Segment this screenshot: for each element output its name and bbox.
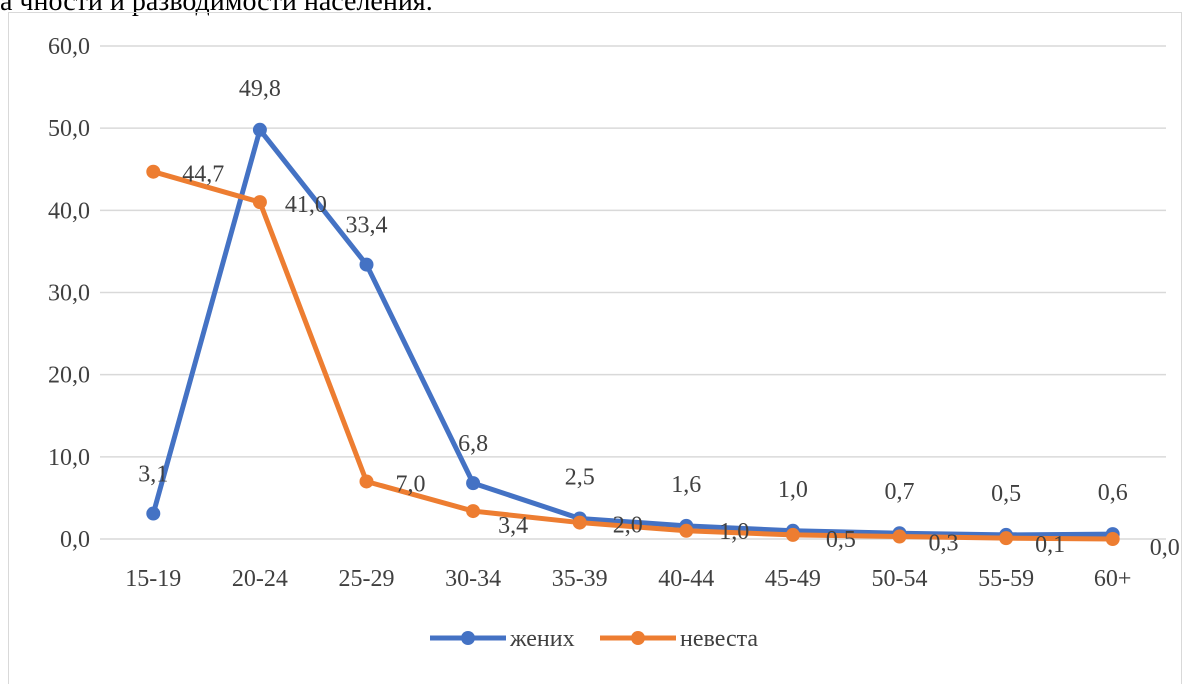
data-point [785,527,800,542]
y-tick-label: 60,0 [48,34,90,60]
x-tick-label: 20-24 [232,566,288,592]
data-label: 2,0 [613,513,643,539]
data-label: 1,0 [778,477,808,503]
data-label: 1,6 [671,472,701,498]
data-label: 41,0 [285,192,327,218]
data-point [1105,532,1120,546]
y-tick-label: 0,0 [60,527,90,553]
data-label: 6,8 [458,431,488,457]
data-label: 0,5 [991,481,1021,507]
data-point [252,195,267,210]
legend-swatch-marker [461,631,475,645]
data-point [892,529,907,544]
data-point [466,476,481,491]
x-tick-label: 25-29 [339,566,395,592]
y-tick-label: 20,0 [48,363,90,389]
data-point [359,257,374,272]
data-point [146,506,161,521]
legend-label: жених [509,626,575,652]
data-point [679,523,694,538]
y-tick-label: 40,0 [48,198,90,224]
data-label: 3,4 [498,513,528,539]
data-label: 0,6 [1098,480,1128,506]
data-point [999,531,1014,546]
x-tick-label: 30-34 [445,566,501,592]
x-tick-label: 15-19 [125,566,181,592]
data-label: 33,4 [346,213,388,239]
series-line-bride [152,169,1113,542]
data-label: 0,5 [826,527,856,553]
data-label: 0,0 [1150,535,1180,561]
data-point [252,122,267,137]
y-tick-label: 10,0 [48,445,90,471]
data-point [146,164,161,179]
data-label: 0,7 [885,479,915,505]
data-label: 7,0 [396,471,426,497]
legend-swatch-marker [631,631,645,645]
data-point [359,474,374,489]
legend-label: невеста [680,626,758,652]
data-point [466,504,481,519]
x-tick-label: 35-39 [552,566,608,592]
data-label: 1,0 [719,519,749,545]
data-point [572,515,587,530]
x-tick-label: 40-44 [658,566,714,592]
x-tick-label: 50-54 [872,566,928,592]
x-tick-label: 60+ [1094,566,1132,592]
data-label: 0,3 [929,531,959,557]
data-label: 0,1 [1035,532,1065,558]
x-tick-label: 45-49 [765,566,821,592]
series-line-groom [150,127,1113,538]
data-label: 49,8 [239,76,281,102]
y-tick-label: 30,0 [48,281,90,307]
y-tick-label: 50,0 [48,116,90,142]
chart-frame [8,12,1182,684]
x-tick-label: 55-59 [978,566,1034,592]
data-label: 3,1 [138,462,168,488]
data-label: 2,5 [565,464,595,490]
data-label: 44,7 [182,162,224,188]
